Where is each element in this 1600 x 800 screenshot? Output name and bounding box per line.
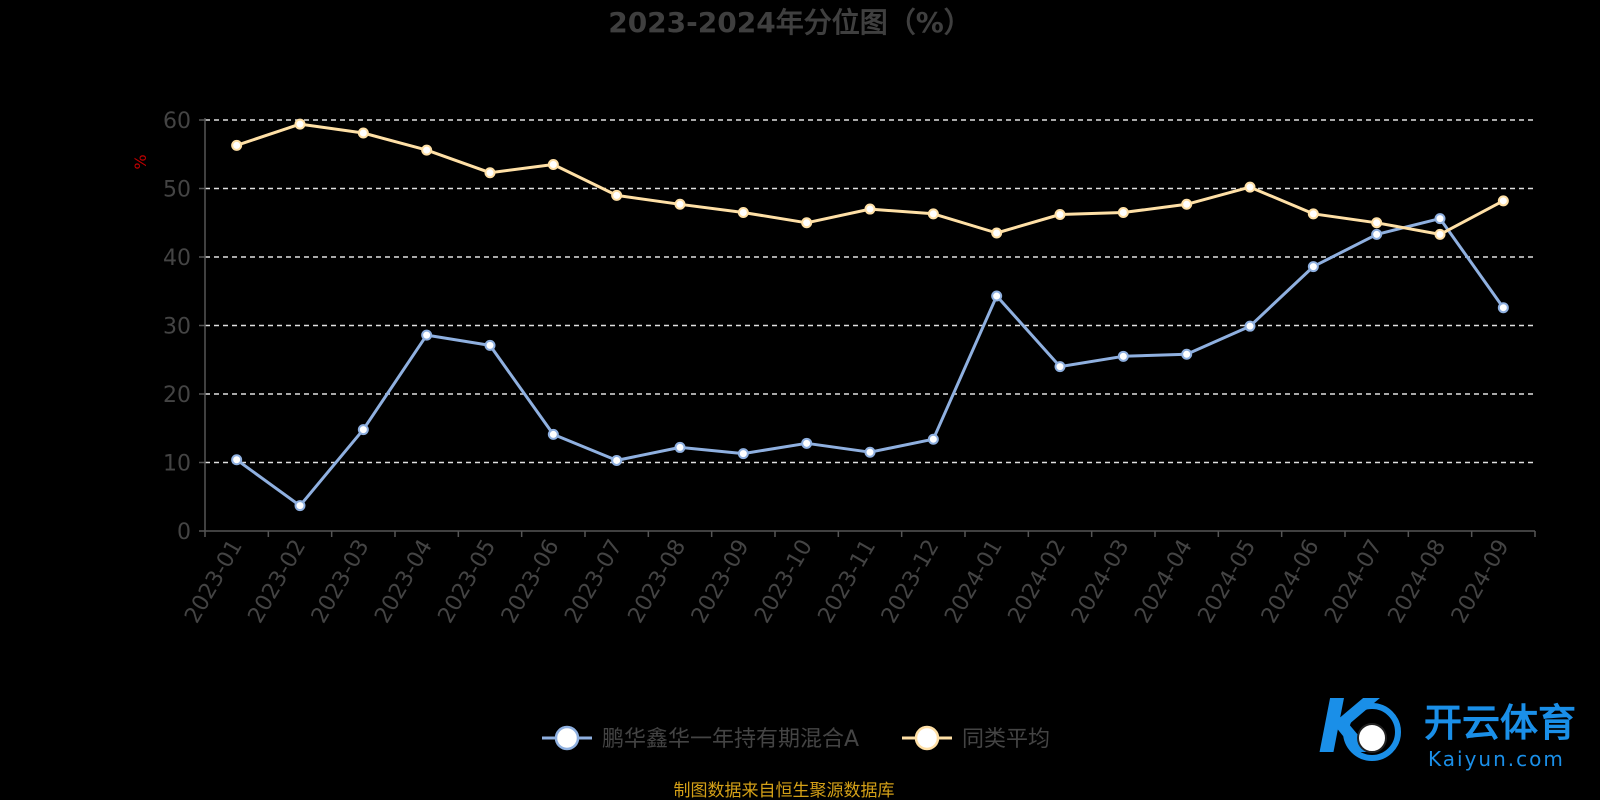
- data-point[interactable]: [611, 454, 623, 466]
- data-point[interactable]: [294, 118, 306, 130]
- axes: [204, 118, 1535, 532]
- watermark-url: Kaiyun.com: [1428, 747, 1565, 771]
- data-point[interactable]: [1117, 350, 1129, 362]
- x-tick-label: 2024-06: [1257, 536, 1325, 628]
- x-tick-label: 2023-06: [497, 536, 565, 628]
- data-point[interactable]: [1497, 302, 1509, 314]
- series-2: [231, 118, 1509, 240]
- data-point[interactable]: [1244, 181, 1256, 193]
- data-point[interactable]: [1371, 228, 1383, 240]
- y-tick-label: 30: [163, 315, 191, 340]
- y-tick-label: 0: [177, 520, 191, 545]
- data-point[interactable]: [1181, 198, 1193, 210]
- x-tick-label: 2023-11: [814, 536, 882, 628]
- data-point[interactable]: [1307, 208, 1319, 220]
- x-tick-label: 2023-07: [560, 536, 628, 628]
- x-tick-label: 2024-09: [1447, 536, 1515, 628]
- data-point[interactable]: [294, 500, 306, 512]
- data-point[interactable]: [547, 159, 559, 171]
- watermark-ring: [1343, 703, 1401, 761]
- data-point[interactable]: [1371, 217, 1383, 229]
- x-tick-label: 2024-02: [1004, 536, 1072, 628]
- x-tick-label: 2023-03: [307, 536, 375, 628]
- data-point[interactable]: [547, 428, 559, 440]
- legend-marker: [914, 725, 940, 751]
- x-axis-ticks: 2023-012023-022023-032023-042023-052023-…: [180, 531, 1536, 628]
- x-tick-label: 2023-05: [434, 536, 502, 628]
- data-point[interactable]: [421, 144, 433, 156]
- y-tick-label: 20: [163, 383, 191, 408]
- legend-label: 同类平均: [962, 727, 1050, 752]
- data-point[interactable]: [1117, 206, 1129, 218]
- x-tick-label: 2024-04: [1130, 536, 1198, 628]
- data-point[interactable]: [1434, 228, 1446, 240]
- data-point[interactable]: [737, 206, 749, 218]
- x-tick-label: 2023-01: [180, 536, 248, 628]
- y-axis-unit: %: [131, 154, 150, 169]
- data-point[interactable]: [674, 198, 686, 210]
- x-tick-label: 2023-10: [750, 536, 818, 628]
- x-tick-label: 2024-03: [1067, 536, 1135, 628]
- data-point[interactable]: [991, 290, 1003, 302]
- data-point[interactable]: [1244, 320, 1256, 332]
- data-point[interactable]: [1434, 213, 1446, 225]
- data-point[interactable]: [737, 448, 749, 460]
- source-note: 制图数据来自恒生聚源数据库: [674, 781, 895, 800]
- data-point[interactable]: [1054, 361, 1066, 373]
- data-point[interactable]: [484, 339, 496, 351]
- x-tick-label: 2023-04: [370, 536, 438, 628]
- legend-marker: [554, 725, 580, 751]
- x-tick-label: 2023-09: [687, 536, 755, 628]
- data-point[interactable]: [484, 167, 496, 179]
- x-tick-label: 2023-02: [244, 536, 312, 628]
- x-tick-label: 2024-08: [1384, 536, 1452, 628]
- data-point[interactable]: [991, 227, 1003, 239]
- chart-title: 2023-2024年分位图（%）: [608, 6, 972, 39]
- legend-item-2[interactable]: 同类平均: [902, 725, 1050, 752]
- data-point[interactable]: [674, 441, 686, 453]
- legend-label: 鹏华鑫华一年持有期混合A: [602, 727, 859, 752]
- watermark-logo: K 开云体育 Kaiyun.com: [1318, 684, 1576, 771]
- y-tick-label: 50: [163, 178, 191, 203]
- gridlines: [205, 119, 1535, 464]
- data-point[interactable]: [357, 127, 369, 139]
- watermark-text: 开云体育: [1424, 701, 1576, 745]
- data-point[interactable]: [1181, 348, 1193, 360]
- soccer-ball-icon: [1357, 723, 1387, 753]
- y-axis-ticks: 0 10 20 30 40 50 60: [163, 109, 205, 545]
- data-point[interactable]: [1054, 209, 1066, 221]
- y-tick-label: 10: [163, 452, 191, 477]
- series-1: [231, 213, 1509, 512]
- x-tick-label: 2024-07: [1320, 536, 1388, 628]
- x-tick-label: 2024-05: [1194, 536, 1262, 628]
- data-point[interactable]: [864, 446, 876, 458]
- legend[interactable]: 鹏华鑫华一年持有期混合A 同类平均: [542, 725, 1050, 752]
- data-point[interactable]: [927, 433, 939, 445]
- data-point[interactable]: [801, 217, 813, 229]
- data-point[interactable]: [231, 139, 243, 151]
- data-point[interactable]: [801, 437, 813, 449]
- y-tick-label: 40: [163, 246, 191, 271]
- x-tick-label: 2023-12: [877, 535, 945, 627]
- data-point[interactable]: [231, 454, 243, 466]
- legend-item-1[interactable]: 鹏华鑫华一年持有期混合A: [542, 725, 859, 752]
- y-tick-label: 60: [163, 109, 191, 134]
- data-point[interactable]: [357, 424, 369, 436]
- data-point[interactable]: [421, 329, 433, 341]
- x-tick-label: 2023-08: [624, 536, 692, 628]
- series-group: [231, 118, 1509, 512]
- x-tick-label: 2024-01: [940, 536, 1008, 628]
- data-point[interactable]: [1307, 261, 1319, 273]
- data-point[interactable]: [927, 208, 939, 220]
- data-point[interactable]: [864, 203, 876, 215]
- data-point[interactable]: [611, 189, 623, 201]
- data-point[interactable]: [1497, 195, 1509, 207]
